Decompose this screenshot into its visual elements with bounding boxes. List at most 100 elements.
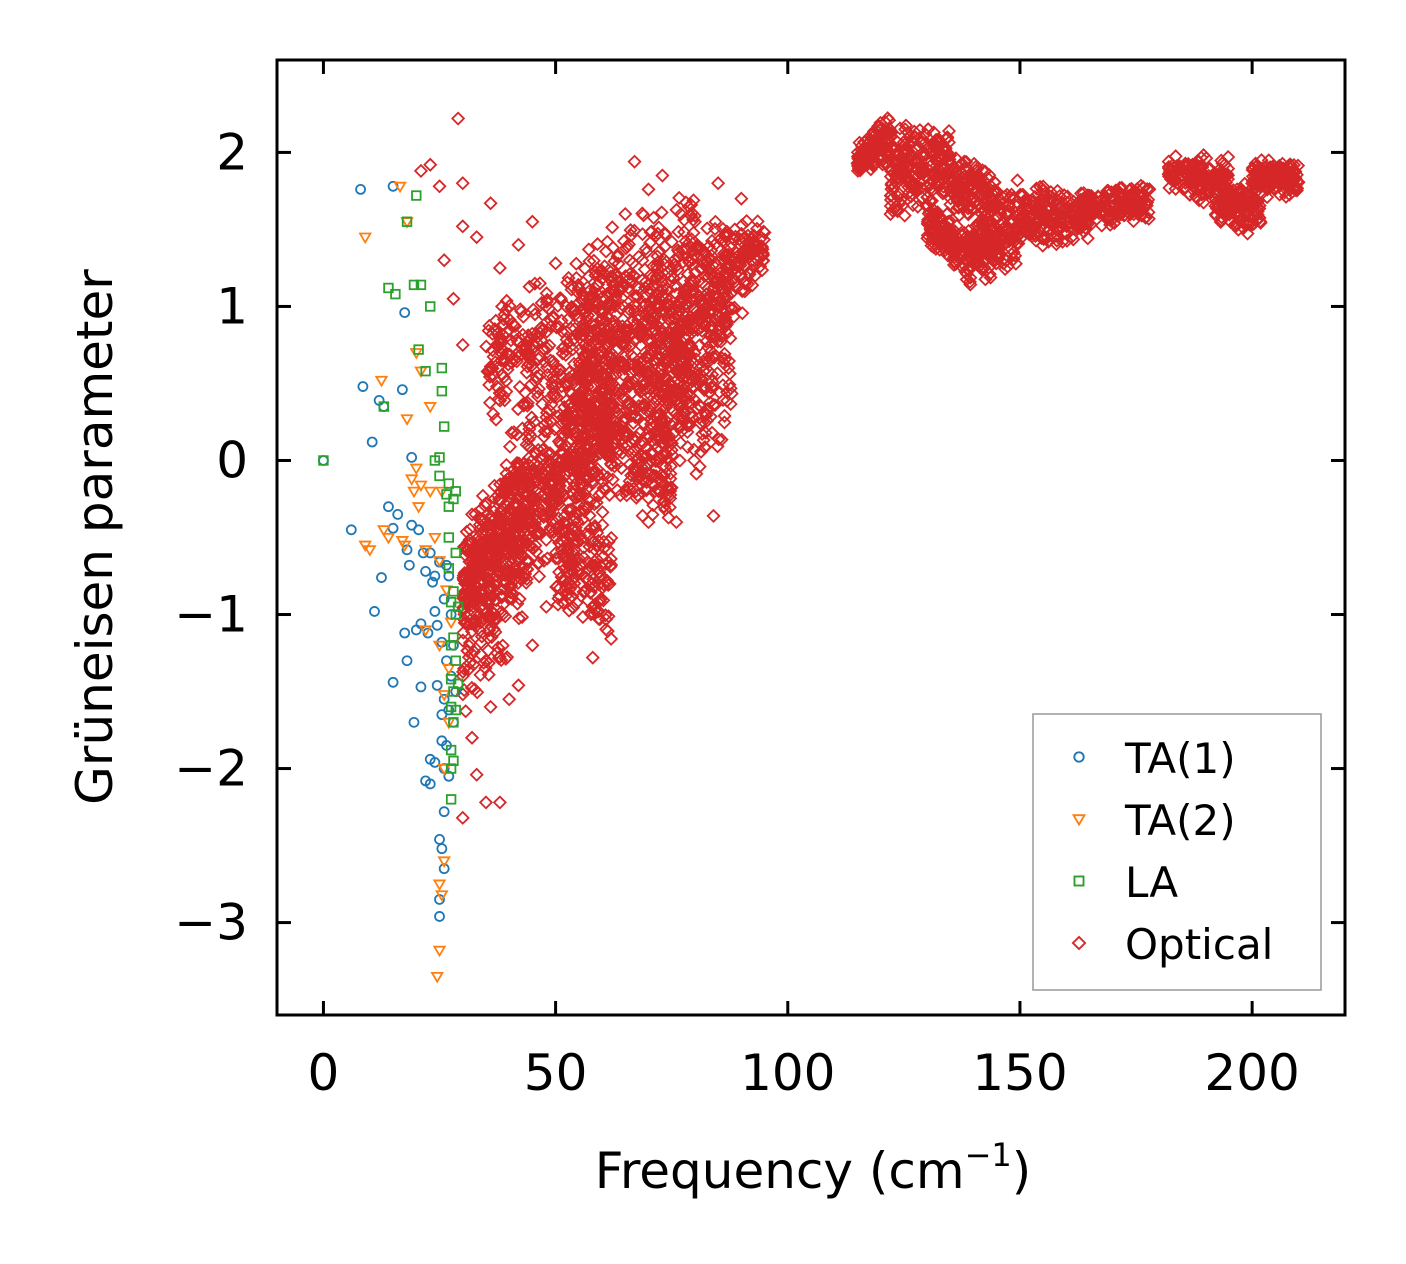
point-optical-cluster-1 [511,611,527,626]
point-optical-cluster-14 [1123,199,1138,215]
point-la-13 [434,470,445,482]
point-optical-cluster-5 [697,382,712,398]
point-optical-cluster-1 [462,661,477,676]
point-optical-cluster-4 [592,347,607,362]
point-optical-cluster-17 [1272,158,1287,173]
point-optical-cluster-9 [941,135,957,150]
point-optical-cluster-4 [603,329,618,344]
point-optical-cluster-7 [626,460,641,476]
point-optical-cluster-4 [624,400,639,415]
point-optical-cluster-14 [1076,201,1092,216]
point-optical-cluster-1 [510,562,525,577]
point-optical-cluster-17 [1260,190,1275,205]
series-la [318,190,464,805]
point-optical-cluster-2 [552,291,567,306]
point-optical-cluster-4 [586,253,601,268]
point-optical-cluster-5 [676,404,691,420]
point-optical-cluster-7 [596,418,611,433]
point-optical-cluster-12 [990,199,1005,214]
point-optical-cluster-5 [675,390,690,405]
point-la-4 [401,216,413,227]
point-optical-cluster-13 [1046,206,1061,221]
point-optical-cluster-12 [967,250,982,265]
point-optical-cluster-12 [991,247,1006,262]
point-optical-cluster-4 [588,281,603,296]
point-ta2-8 [397,540,412,553]
point-optical-cluster-9 [884,177,899,193]
point-optical-26 [585,650,600,665]
point-optical-cluster-2 [542,403,557,418]
legend-label-optical: Optical [1125,920,1273,969]
point-optical-cluster-7 [599,401,614,416]
point-optical-cluster-6 [718,310,733,325]
point-optical-cluster-1 [522,418,537,433]
point-optical-cluster-4 [607,284,623,299]
point-ta2-22 [428,532,442,545]
point-optical-cluster-14 [1122,182,1137,197]
point-optical-cluster-1 [457,576,473,591]
point-la-26 [445,744,457,756]
point-optical-cluster-2 [522,279,537,294]
point-ta2-14 [409,463,424,476]
point-ta1-24 [413,524,425,536]
point-optical-cluster-7 [643,453,658,468]
point-optical-cluster-1 [494,544,509,560]
point-optical-cluster-4 [635,227,650,242]
point-optical-cluster-14 [1096,195,1111,210]
point-optical-cluster-0 [573,478,588,493]
point-optical-cluster-15 [1193,182,1208,197]
point-ta1-17 [401,655,413,667]
point-optical-cluster-13 [1013,231,1028,246]
point-optical-27 [478,795,494,810]
point-ta1-47 [436,843,448,855]
point-optical-cluster-0 [557,457,572,472]
point-optical-cluster-2 [528,373,543,389]
point-optical-cluster-3 [592,565,607,580]
point-optical-cluster-2 [559,377,574,393]
point-optical-cluster-1 [489,645,504,660]
point-optical-cluster-5 [698,440,713,455]
point-optical-cluster-3 [549,579,564,595]
legend-marker-la [1073,875,1085,887]
legend-label-la: LA [1125,858,1178,907]
legend-marker-ta1 [1073,751,1085,763]
point-optical-cluster-9 [884,125,899,141]
point-optical-cluster-9 [892,121,908,136]
point-optical-cluster-4 [594,263,609,278]
y-tick-label-5: −3 [174,894,248,952]
point-optical-cluster-7 [648,432,664,447]
point-la-0 [318,455,329,466]
point-optical-cluster-6 [716,246,732,261]
point-optical-cluster-15 [1170,167,1186,182]
point-optical-cluster-0 [455,603,471,618]
point-optical-cluster-17 [1287,163,1302,178]
point-la-14 [436,362,448,374]
point-ta1-16 [399,627,411,639]
point-optical-cluster-14 [1136,181,1151,196]
point-ta2-6 [393,181,407,194]
point-ta2-5 [381,532,396,545]
point-optical-cluster-3 [588,521,603,536]
point-optical-cluster-6 [728,267,744,282]
point-optical-cluster-2 [547,374,562,389]
point-optical-cluster-3 [572,551,587,566]
point-la-33 [448,717,459,728]
y-tick-label-0: 2 [216,123,248,181]
point-optical-cluster-4 [620,239,635,254]
point-optical-cluster-0 [590,468,605,483]
point-optical-cluster-2 [533,321,548,336]
point-optical-cluster-16 [1208,176,1223,191]
point-optical-cluster-1 [500,494,515,509]
point-optical-cluster-6 [706,297,721,312]
point-optical-cluster-1 [476,655,491,670]
point-optical-cluster-12 [996,256,1011,271]
point-optical-cluster-9 [900,154,915,169]
point-optical-cluster-5 [707,350,722,365]
point-optical-cluster-4 [574,292,589,307]
point-optical-cluster-5 [669,322,684,338]
point-optical-cluster-3 [583,585,598,600]
point-ta1-56 [443,570,455,582]
point-optical-cluster-2 [559,324,574,339]
point-optical-cluster-1 [488,549,503,564]
point-ta1-57 [443,704,455,716]
